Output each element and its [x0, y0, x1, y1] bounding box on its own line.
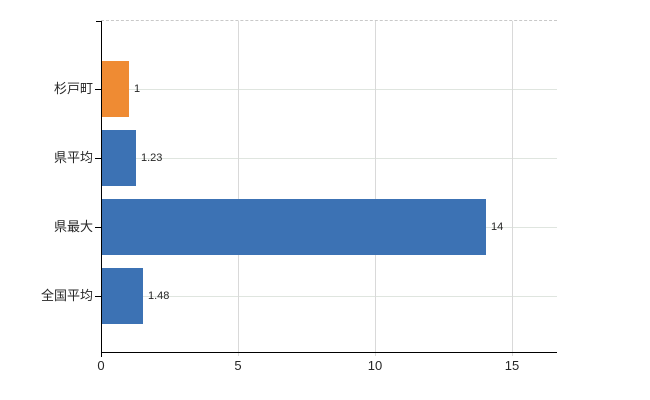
- y-axis-line: [101, 21, 102, 353]
- bar-value-label: 14: [491, 221, 504, 233]
- y-axis-tick: [95, 227, 101, 228]
- y-axis-tick: [95, 158, 101, 159]
- bar-value-label: 1.48: [148, 290, 170, 302]
- bar: [102, 130, 136, 186]
- x-axis-tick: [512, 352, 513, 356]
- y-axis-category-label: 県最大: [53, 219, 93, 234]
- x-axis-tick: [238, 352, 239, 356]
- vertical-gridline: [238, 21, 239, 352]
- y-axis-category-label: 県平均: [53, 150, 93, 165]
- bar: [102, 268, 143, 324]
- plot-top-dashed-border: [101, 20, 557, 21]
- x-axis-tick-label: 10: [367, 358, 383, 373]
- vertical-gridline: [375, 21, 376, 352]
- y-axis-category-label: 全国平均: [40, 288, 93, 303]
- x-axis-tick-label: 15: [504, 358, 520, 373]
- vertical-gridline: [512, 21, 513, 352]
- y-axis-tick: [95, 296, 101, 297]
- horizontal-gridline: [101, 296, 557, 297]
- x-axis-tick-label: 5: [234, 358, 242, 373]
- x-axis-tick: [375, 352, 376, 356]
- x-axis-origin-tick: [101, 352, 102, 357]
- x-axis-tick-label: 0: [97, 358, 105, 373]
- horizontal-gridline: [101, 158, 557, 159]
- bar: [102, 199, 486, 255]
- y-axis-tick: [95, 89, 101, 90]
- y-axis-top-tick: [96, 21, 101, 22]
- horizontal-gridline: [101, 89, 557, 90]
- bar-value-label: 1: [134, 83, 141, 95]
- x-axis-line: [101, 352, 557, 353]
- bar-value-label: 1.23: [141, 152, 163, 164]
- y-axis-category-label: 杉戸町: [53, 81, 93, 96]
- bar: [102, 61, 129, 117]
